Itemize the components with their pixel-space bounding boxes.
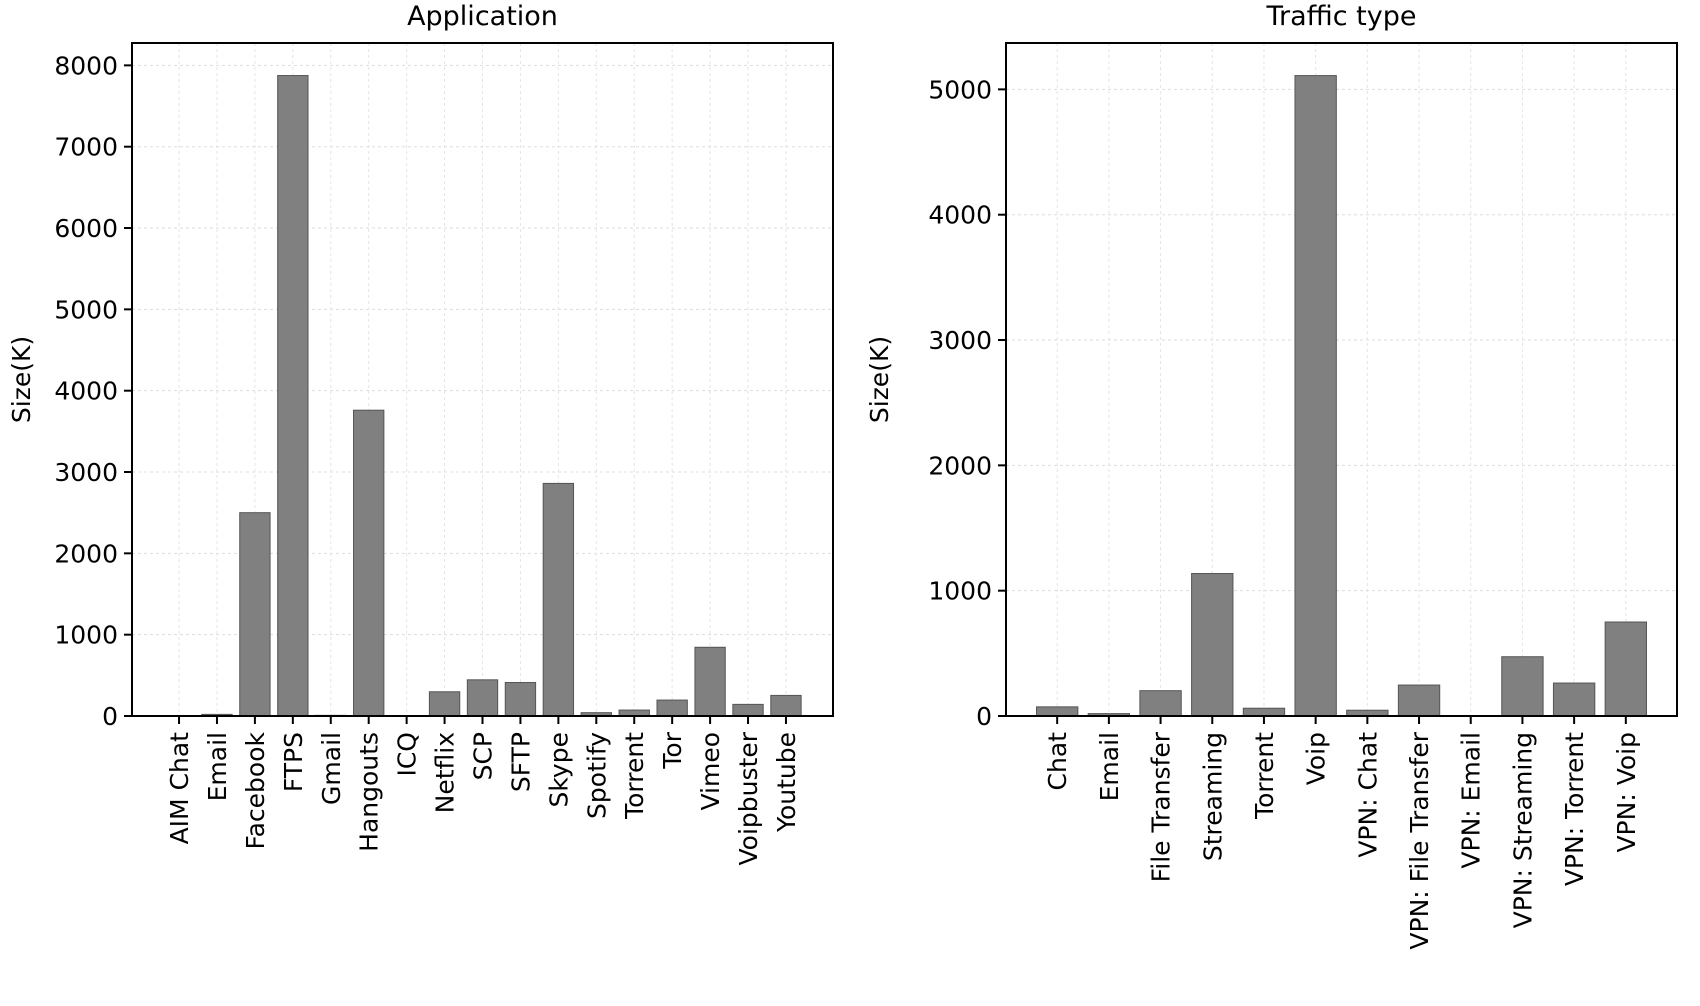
bar-vimeo <box>694 646 726 717</box>
y-tick-label: 2000 <box>928 451 992 480</box>
x-tick-label: Chat <box>1043 732 1072 791</box>
x-tick-label: Spotify <box>582 732 611 819</box>
y-tick-label: 5000 <box>54 295 118 324</box>
x-tick-label: VPN: File Transfer <box>1405 731 1434 949</box>
y-tick-label: 6000 <box>54 214 118 243</box>
y-tick-label: 1000 <box>928 577 992 606</box>
bar-scp <box>466 679 499 717</box>
y-tick-label: 8000 <box>54 51 118 80</box>
y-tick-label: 7000 <box>54 133 118 162</box>
x-tick-label: Voipbuster <box>734 731 763 865</box>
bar-vpn-torrent <box>1552 682 1596 717</box>
x-tick-label: Email <box>203 732 232 801</box>
y-tick-label: 4000 <box>54 377 118 406</box>
y-tick-label: 2000 <box>54 539 118 568</box>
bar-vpn-streaming <box>1501 656 1544 717</box>
x-tick-label: Facebook <box>241 731 270 849</box>
bar-voipbuster <box>732 703 764 717</box>
bar-tor <box>656 699 688 717</box>
y-tick-label: 4000 <box>928 201 992 230</box>
x-tick-label: File Transfer <box>1147 731 1176 882</box>
x-tick-label: AIM Chat <box>165 732 194 845</box>
bar-youtube <box>770 694 802 717</box>
x-tick-label: VPN: Torrent <box>1560 732 1589 886</box>
y-tick-label: 3000 <box>54 458 118 487</box>
x-tick-label: SFTP <box>506 732 535 792</box>
bar-vpn-file-transfer <box>1397 684 1441 717</box>
x-tick-label: Youtube <box>772 732 801 833</box>
bar-voip <box>1294 75 1337 717</box>
x-tick-label: Tor <box>658 731 687 769</box>
x-tick-label: VPN: Chat <box>1353 732 1382 858</box>
x-tick-label: Gmail <box>317 732 346 805</box>
traffic-type-chart: 0 1000 2000 3000 4000 5000 Chat Email File Trans… <box>865 1 1678 950</box>
x-tick-label: Torrent <box>620 732 649 820</box>
x-tick-label: VPN: Streaming <box>1508 732 1537 928</box>
y-tick-label: 5000 <box>928 75 992 104</box>
x-tick-label: Hangouts <box>355 732 384 852</box>
bar-hangouts <box>353 409 385 717</box>
x-tick-label: Skype <box>544 732 573 808</box>
x-tick-label: VPN: Email <box>1457 732 1486 869</box>
axes-frame <box>1005 42 1678 717</box>
bar-sftp <box>504 681 537 717</box>
x-tick-label: SCP <box>469 732 498 780</box>
x-tick-label: Streaming <box>1198 732 1227 861</box>
bar-vpn-voip <box>1604 621 1647 717</box>
x-tick-label: Torrent <box>1250 732 1279 820</box>
application-chart: 0 1000 2000 3000 4000 5000 6000 7000 8000 AIM Cha… <box>7 1 834 865</box>
chart-title: Application <box>407 1 558 32</box>
chart-title: Traffic type <box>1265 1 1416 32</box>
x-tick-label: Vimeo <box>696 732 725 811</box>
x-tick-label: Email <box>1095 732 1124 801</box>
y-tick-label: 0 <box>976 702 992 731</box>
x-tick-label: FTPS <box>279 732 308 792</box>
y-axis-label: Size(K) <box>865 336 894 423</box>
x-tick-label: VPN: Voip <box>1612 732 1641 853</box>
bar-torrent <box>1242 707 1286 717</box>
y-tick-label: 0 <box>102 702 118 731</box>
bar-netflix <box>428 691 461 717</box>
y-tick-label: 1000 <box>54 621 118 650</box>
x-tick-label: Voip <box>1302 732 1331 785</box>
y-tick-label: 3000 <box>928 326 992 355</box>
bar-file-transfer <box>1139 690 1182 717</box>
bar-streaming <box>1191 573 1234 717</box>
bar-facebook <box>239 512 271 717</box>
y-axis-label: Size(K) <box>7 336 36 423</box>
bar-skype <box>542 482 575 717</box>
bar-chat <box>1036 706 1079 717</box>
x-tick-label: ICQ <box>393 732 422 777</box>
bar-ftps <box>277 75 309 717</box>
x-tick-label: Netflix <box>431 732 460 813</box>
